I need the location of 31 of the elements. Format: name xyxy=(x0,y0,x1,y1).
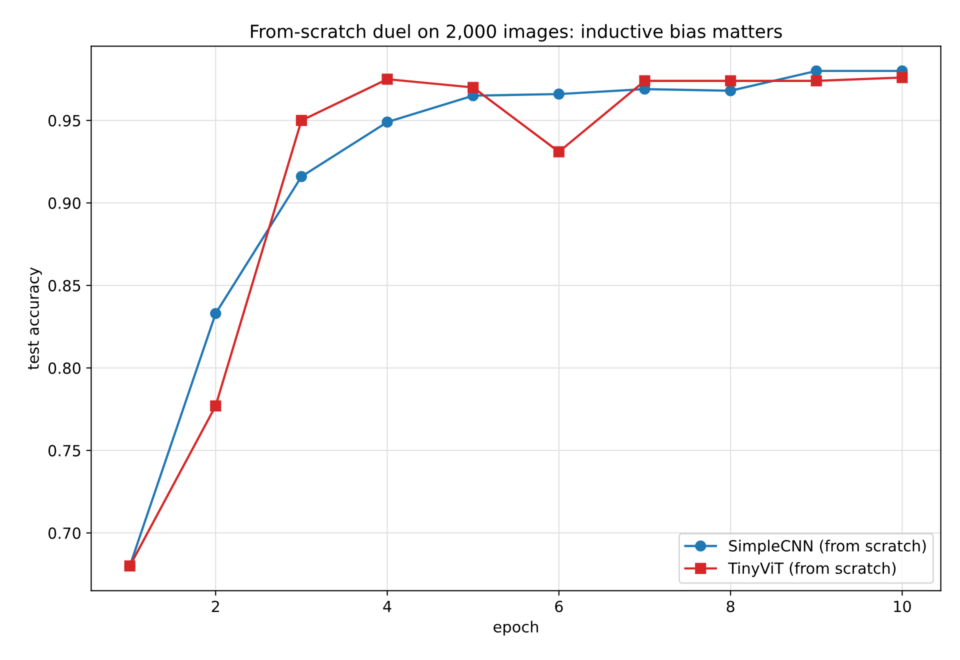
chart-title: From-scratch duel on 2,000 images: inductive bias matters xyxy=(251,24,782,42)
y-tick-label: 0.75 xyxy=(48,444,80,456)
point xyxy=(210,308,222,320)
point xyxy=(296,114,308,126)
point xyxy=(382,116,393,128)
y-tick-label: 0.85 xyxy=(48,280,80,292)
point xyxy=(810,75,822,86)
x-tick-label: 4 xyxy=(383,600,392,612)
point xyxy=(724,75,736,86)
point xyxy=(468,82,479,94)
point xyxy=(382,74,393,85)
legend-label: SimpleCNN (from scratch) xyxy=(729,540,926,555)
y-tick-label: 0.80 xyxy=(48,362,80,374)
y-axis-title: test accuracy xyxy=(28,267,42,370)
x-tick-label: 6 xyxy=(555,600,563,612)
legend-label: TinyViT (from scratch) xyxy=(728,562,896,577)
x-tick-label: 10 xyxy=(894,600,911,612)
point xyxy=(724,85,736,96)
x-axis-title: epoch xyxy=(494,620,538,636)
point xyxy=(296,170,308,182)
point xyxy=(210,400,222,412)
point xyxy=(553,146,564,158)
point xyxy=(896,72,908,84)
point xyxy=(810,65,822,77)
y-tick-label: 0.90 xyxy=(48,197,80,209)
x-tick-label: 2 xyxy=(212,600,219,612)
y-tick-label: 0.70 xyxy=(48,527,80,539)
y-tick-label: 0.95 xyxy=(48,114,80,126)
point xyxy=(553,88,564,100)
x-tick-label: 8 xyxy=(726,600,734,612)
point xyxy=(639,75,650,86)
